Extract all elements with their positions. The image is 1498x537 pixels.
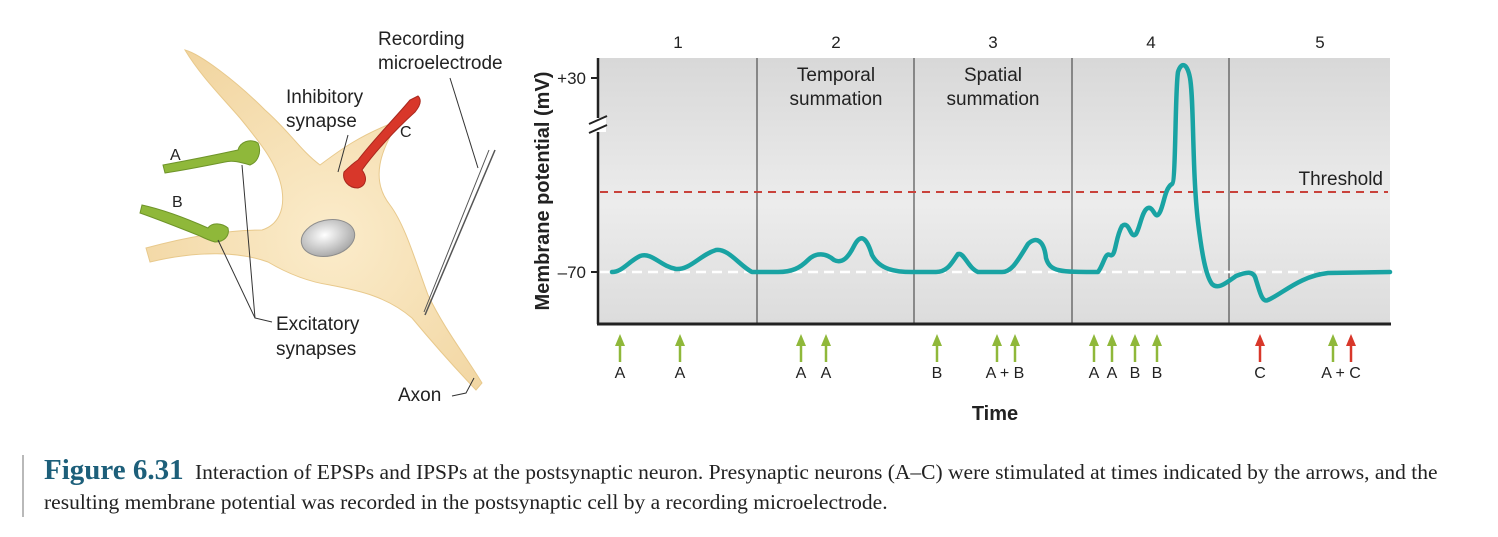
stimulus-arrow-b-3 xyxy=(1152,334,1162,362)
membrane-potential-graph: +30 –70 Membrane potential (mV) Threshol… xyxy=(532,33,1393,425)
axis-break xyxy=(588,115,608,134)
stimulus-arrow-a-1 xyxy=(615,334,625,362)
stimulus-arrow-a-plus-c xyxy=(1328,334,1356,362)
panel-title-2-line1: Temporal xyxy=(797,65,875,86)
stimulus-arrow-a-2 xyxy=(675,334,685,362)
panel-number-5: 5 xyxy=(1315,33,1324,52)
neuron-illustration: Recording microelectrode Inhibitory syna… xyxy=(139,29,503,406)
stimulus-label: A + B xyxy=(986,365,1025,382)
label-inhibitory: Inhibitory xyxy=(286,87,364,108)
panel-number-3: 3 xyxy=(988,33,997,52)
stimulus-label: C xyxy=(1254,365,1266,382)
figure-diagram: Recording microelectrode Inhibitory syna… xyxy=(139,29,1393,425)
leader-axon xyxy=(451,377,475,397)
stimulus-arrow-a-plus-b xyxy=(992,334,1020,362)
label-synapse: synapse xyxy=(286,111,357,132)
label-synapse-c: C xyxy=(400,124,412,141)
stimulus-label: A xyxy=(821,365,832,382)
label-microelectrode: microelectrode xyxy=(378,53,503,74)
microelectrode xyxy=(424,149,496,316)
leader-excitatory-b xyxy=(217,239,256,319)
ytick-plus30: +30 xyxy=(557,69,586,88)
excitatory-synapse-b xyxy=(139,204,229,243)
caption-text: Interaction of EPSPs and IPSPs at the po… xyxy=(44,460,1438,514)
stimulus-labels: A A A A B A + B A A B B C A + C xyxy=(615,365,1361,382)
membrane-potential-trace xyxy=(609,63,1393,303)
stimulus-arrow-a-4 xyxy=(821,334,831,362)
stimulus-label: B xyxy=(1152,365,1163,382)
label-synapse-b: B xyxy=(172,194,183,211)
stimulus-arrows xyxy=(615,334,1356,362)
panel-title-3-line1: Spatial xyxy=(964,65,1022,86)
leader-inhibitory xyxy=(337,134,349,173)
microelectrode-edge xyxy=(423,149,490,313)
panel-title-3-line2: summation xyxy=(947,89,1040,110)
panel-number-2: 2 xyxy=(831,33,840,52)
label-axon: Axon xyxy=(398,385,441,406)
panel-1: 1 xyxy=(673,33,682,52)
neuron-cell-body xyxy=(145,49,483,391)
panel-5: 5 xyxy=(1315,33,1324,52)
x-axis-label: Time xyxy=(972,403,1018,425)
figure-caption: Figure 6.31 Interaction of EPSPs and IPS… xyxy=(22,455,1498,517)
stimulus-label: A xyxy=(796,365,807,382)
panel-4: 4 xyxy=(1146,33,1155,52)
leader-microelectrode xyxy=(449,77,479,169)
ytick-minus70: –70 xyxy=(558,263,586,282)
panel-title-2-line2: summation xyxy=(790,89,883,110)
label-synapses: synapses xyxy=(276,339,356,360)
stimulus-arrow-a-5 xyxy=(1089,334,1099,362)
y-axis-label: Membrane potential (mV) xyxy=(532,72,554,311)
label-excitatory: Excitatory xyxy=(276,314,360,335)
panel-2: 2 Temporal summation xyxy=(790,33,883,110)
stimulus-arrow-a-6 xyxy=(1107,334,1117,362)
excitatory-synapse-a xyxy=(162,140,261,174)
stimulus-arrow-b-1 xyxy=(932,334,942,362)
stimulus-label: A + C xyxy=(1321,365,1361,382)
stimulus-label: A xyxy=(675,365,686,382)
stimulus-label: A xyxy=(1107,365,1118,382)
stimulus-label: B xyxy=(1130,365,1141,382)
figure-number: Figure 6.31 xyxy=(44,454,184,486)
panel-number-1: 1 xyxy=(673,33,682,52)
panel-number-4: 4 xyxy=(1146,33,1155,52)
stimulus-label: A xyxy=(615,365,626,382)
panel-3: 3 Spatial summation xyxy=(947,33,1040,110)
inhibitory-synapse-c xyxy=(343,95,421,189)
label-synapse-a: A xyxy=(170,147,181,164)
stimulus-arrow-c xyxy=(1255,334,1265,362)
threshold-label: Threshold xyxy=(1299,169,1384,190)
stimulus-arrow-b-2 xyxy=(1130,334,1140,362)
stimulus-label: B xyxy=(932,365,943,382)
stimulus-label: A xyxy=(1089,365,1100,382)
stimulus-arrow-a-3 xyxy=(796,334,806,362)
label-recording: Recording xyxy=(378,29,465,50)
nucleus xyxy=(300,219,356,257)
